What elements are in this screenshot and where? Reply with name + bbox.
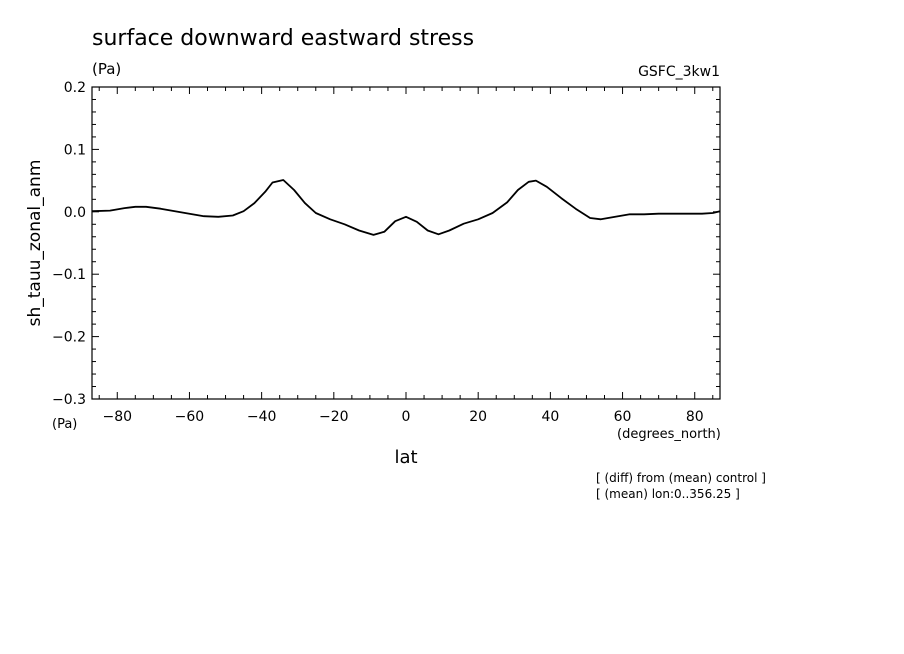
- y-tick-label: 0.2: [64, 80, 86, 96]
- x-tick-label: 60: [614, 409, 632, 425]
- x-tick-label: 0: [402, 409, 411, 425]
- footnote-mean: [ (mean) lon:0..356.25 ]: [596, 487, 740, 501]
- x-tick-label: 80: [686, 409, 704, 425]
- x-units-label: (degrees_north): [617, 427, 721, 442]
- y-tick-label: −0.1: [52, 267, 86, 283]
- x-tick-label: −40: [247, 409, 277, 425]
- x-tick-labels: −80 −60 −40 −20 0 20 40 60 80: [102, 409, 703, 425]
- y-tick-label: 0.0: [64, 205, 86, 221]
- plot-frame: [91, 86, 721, 400]
- model-label: GSFC_3kw1: [638, 64, 720, 80]
- y-tick-label: −0.2: [52, 330, 86, 346]
- y-units-label: (Pa): [52, 417, 77, 432]
- chart-title: surface downward eastward stress: [92, 26, 474, 51]
- axis-ticks: [92, 86, 720, 400]
- x-tick-label: −20: [319, 409, 349, 425]
- x-tick-label: −60: [175, 409, 205, 425]
- x-tick-label: −80: [102, 409, 132, 425]
- x-tick-label: 40: [541, 409, 559, 425]
- x-tick-label: 20: [469, 409, 487, 425]
- footnote-diff: [ (diff) from (mean) control ]: [596, 471, 766, 485]
- series-line: [91, 179, 721, 236]
- y-tick-label: 0.1: [64, 142, 86, 158]
- x-axis-label: lat: [394, 447, 417, 468]
- units-label: (Pa): [92, 60, 121, 78]
- y-tick-labels: −0.3 −0.2 −0.1 0.0 0.1 0.2: [52, 80, 86, 408]
- y-tick-label: −0.3: [52, 392, 86, 408]
- y-axis-label: sh_tauu_zonal_anm: [25, 160, 45, 327]
